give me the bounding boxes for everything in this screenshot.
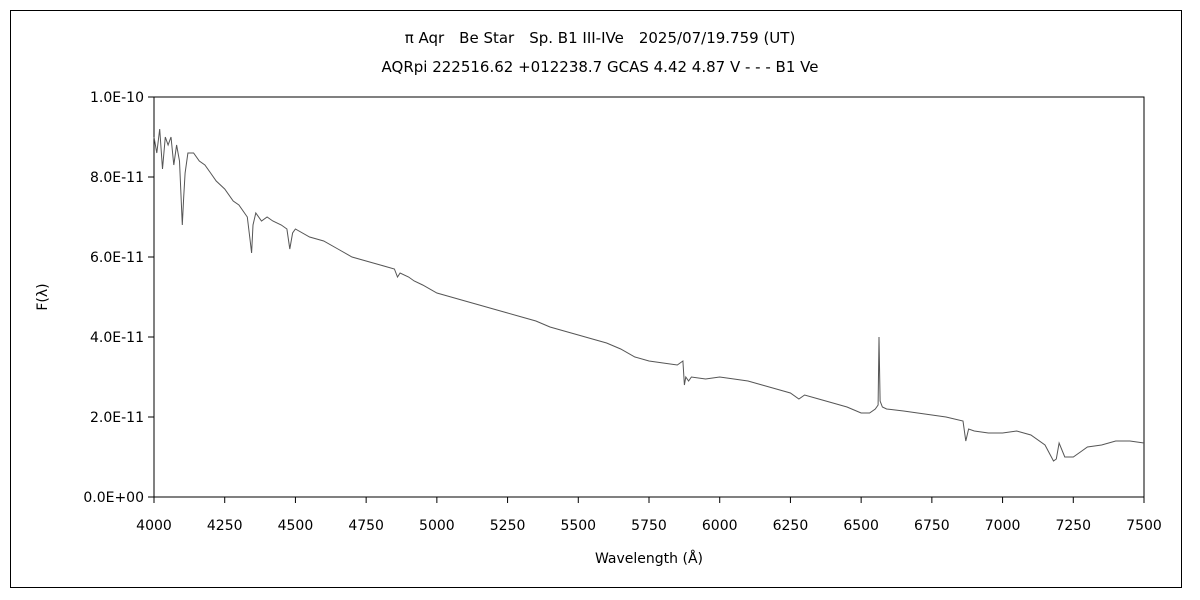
x-tick-label: 6750 bbox=[914, 518, 950, 534]
y-tick-label: 6.0E-11 bbox=[90, 250, 144, 266]
x-tick-label: 7250 bbox=[1055, 518, 1091, 534]
x-tick-label: 6250 bbox=[773, 518, 809, 534]
x-tick-label: 7000 bbox=[985, 518, 1021, 534]
x-tick-label: 7500 bbox=[1126, 518, 1162, 534]
y-tick-label: 1.0E-10 bbox=[90, 90, 144, 106]
x-axis-label: Wavelength (Å) bbox=[595, 550, 703, 567]
x-tick-label: 4500 bbox=[278, 518, 314, 534]
x-tick-label: 6000 bbox=[702, 518, 738, 534]
spectrum-series-line bbox=[153, 128, 1145, 462]
chart-title: π Aqr Be Star Sp. B1 III-IVe 2025/07/19.… bbox=[405, 29, 796, 47]
x-tick-label: 4250 bbox=[207, 518, 243, 534]
y-tick-label: 0.0E+00 bbox=[83, 490, 144, 506]
chart-frame bbox=[10, 10, 1182, 588]
x-tick-label: 4750 bbox=[348, 518, 384, 534]
plot-area bbox=[153, 96, 1145, 498]
x-tick-label: 4000 bbox=[136, 518, 172, 534]
y-tick-label: 2.0E-11 bbox=[90, 410, 144, 426]
y-axis-label: F(λ) bbox=[35, 283, 51, 310]
chart-subtitle: AQRpi 222516.62 +012238.7 GCAS 4.42 4.87… bbox=[382, 58, 819, 76]
y-tick-label: 8.0E-11 bbox=[90, 170, 144, 186]
x-tick-label: 5000 bbox=[419, 518, 455, 534]
x-tick-label: 5750 bbox=[631, 518, 667, 534]
x-tick-label: 6500 bbox=[843, 518, 879, 534]
x-tick-label: 5250 bbox=[490, 518, 526, 534]
x-tick-label: 5500 bbox=[560, 518, 596, 534]
y-tick-label: 4.0E-11 bbox=[90, 330, 144, 346]
